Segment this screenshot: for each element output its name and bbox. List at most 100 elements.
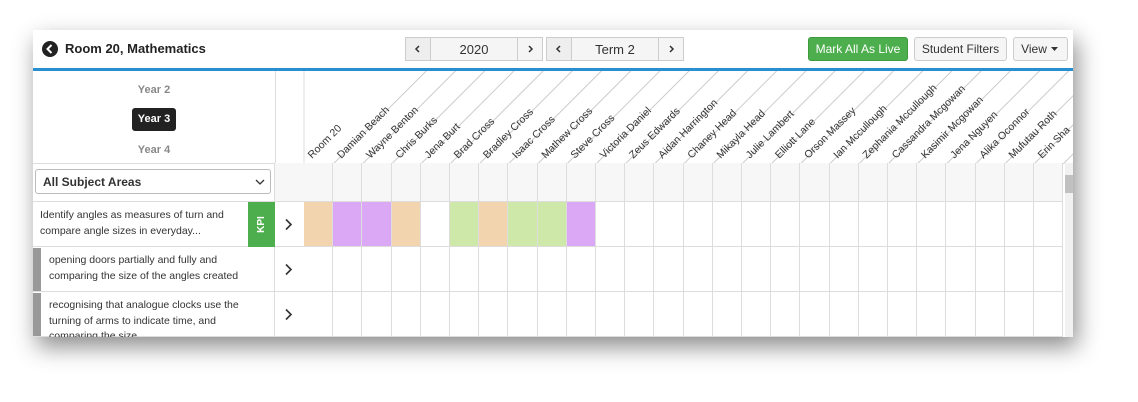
grade-cell[interactable] (917, 247, 947, 292)
grade-cell[interactable] (771, 202, 801, 247)
grade-cell[interactable] (742, 292, 772, 337)
grade-cell[interactable] (420, 292, 450, 337)
chevron-cell[interactable] (275, 292, 305, 337)
chevron-cell (275, 163, 305, 202)
grade-cell[interactable] (771, 247, 801, 292)
grade-cell[interactable] (1034, 202, 1064, 247)
grade-cell[interactable] (683, 292, 713, 337)
mark-live-button[interactable]: Mark All As Live (808, 37, 908, 61)
grade-cell[interactable] (800, 202, 830, 247)
grade-cell[interactable] (508, 202, 538, 247)
grade-cell[interactable] (479, 202, 509, 247)
grade-cell[interactable] (566, 202, 596, 247)
grade-cell[interactable] (975, 247, 1005, 292)
grade-cell[interactable] (362, 247, 392, 292)
grade-cell[interactable] (712, 292, 742, 337)
chevron-cell[interactable] (275, 247, 305, 292)
grade-cell[interactable] (596, 292, 626, 337)
grade-cell[interactable] (888, 292, 918, 337)
grade-cell[interactable] (829, 247, 859, 292)
grade-cell[interactable] (654, 292, 684, 337)
grade-cell[interactable] (566, 292, 596, 337)
grade-cell[interactable] (975, 202, 1005, 247)
grade-cell[interactable] (888, 202, 918, 247)
grade-cell[interactable] (508, 292, 538, 337)
grade-cell[interactable] (304, 202, 334, 247)
grade-cell[interactable] (362, 202, 392, 247)
grade-cell[interactable] (420, 247, 450, 292)
grade-cell[interactable] (829, 292, 859, 337)
grade-cell[interactable] (946, 292, 976, 337)
grade-cell[interactable] (304, 292, 334, 337)
grade-cell[interactable] (391, 202, 421, 247)
grade-cell[interactable] (391, 247, 421, 292)
grade-cell[interactable] (479, 292, 509, 337)
grade-cell[interactable] (625, 292, 655, 337)
grade-cell[interactable] (333, 247, 363, 292)
grade-cell[interactable] (800, 247, 830, 292)
grade-cell[interactable] (888, 247, 918, 292)
grade-cell[interactable] (450, 292, 480, 337)
header-divider (712, 71, 807, 164)
grade-cell[interactable] (654, 247, 684, 292)
grade-cell[interactable] (450, 202, 480, 247)
grade-cell[interactable] (1004, 292, 1034, 337)
grade-cell[interactable] (1034, 247, 1064, 292)
back-icon[interactable] (41, 40, 59, 58)
grade-cell[interactable] (333, 292, 363, 337)
grade-cell[interactable] (537, 247, 567, 292)
prev-year[interactable] (405, 37, 431, 61)
subject-filter[interactable]: All Subject Areas (35, 169, 271, 194)
year-option[interactable]: Year 2 (137, 84, 171, 96)
grade-cell[interactable] (946, 202, 976, 247)
grade-cell[interactable] (391, 292, 421, 337)
year-option[interactable]: Year 4 (137, 144, 171, 156)
grade-cell[interactable] (858, 202, 888, 247)
grade-cell[interactable] (537, 202, 567, 247)
grade-cell[interactable] (771, 292, 801, 337)
next-term[interactable] (658, 37, 684, 61)
next-year[interactable] (517, 37, 543, 61)
scrollbar[interactable] (1065, 163, 1073, 337)
grade-cell[interactable] (1004, 202, 1034, 247)
grade-cell[interactable] (858, 292, 888, 337)
grade-cell[interactable] (917, 202, 947, 247)
prev-term[interactable] (546, 37, 572, 61)
grade-cell[interactable] (858, 247, 888, 292)
grade-cell[interactable] (1004, 247, 1034, 292)
grade-cell[interactable] (712, 247, 742, 292)
grade-cell[interactable] (625, 247, 655, 292)
grade-cell[interactable] (450, 247, 480, 292)
grade-cell[interactable] (800, 292, 830, 337)
grade-cell[interactable] (917, 292, 947, 337)
year-selected[interactable]: Year 3 (132, 108, 176, 131)
grade-cell[interactable] (946, 247, 976, 292)
grade-cell[interactable] (742, 202, 772, 247)
grade-cell[interactable] (625, 202, 655, 247)
grade-cell[interactable] (829, 202, 859, 247)
grade-cell[interactable] (304, 247, 334, 292)
student-name[interactable]: Bradley Cross (481, 106, 536, 161)
grade-cell[interactable] (420, 202, 450, 247)
grade-cell[interactable] (654, 202, 684, 247)
view-button[interactable]: View (1013, 37, 1068, 61)
grade-cell (537, 163, 567, 202)
grade-cell[interactable] (683, 202, 713, 247)
grade-cell[interactable] (742, 247, 772, 292)
chevron-cell[interactable] (275, 202, 305, 247)
grade-cell[interactable] (537, 292, 567, 337)
grade-cell[interactable] (362, 292, 392, 337)
header-divider (1062, 153, 1073, 164)
grade-cell[interactable] (1034, 292, 1064, 337)
grade-cell[interactable] (333, 202, 363, 247)
grade-cell (683, 163, 713, 202)
grade-cell[interactable] (508, 247, 538, 292)
grade-cell[interactable] (975, 292, 1005, 337)
grade-cell[interactable] (479, 247, 509, 292)
grade-cell[interactable] (566, 247, 596, 292)
grade-cell[interactable] (683, 247, 713, 292)
student-filters-button[interactable]: Student Filters (914, 37, 1007, 61)
grade-cell[interactable] (596, 202, 626, 247)
grade-cell[interactable] (712, 202, 742, 247)
grade-cell[interactable] (596, 247, 626, 292)
